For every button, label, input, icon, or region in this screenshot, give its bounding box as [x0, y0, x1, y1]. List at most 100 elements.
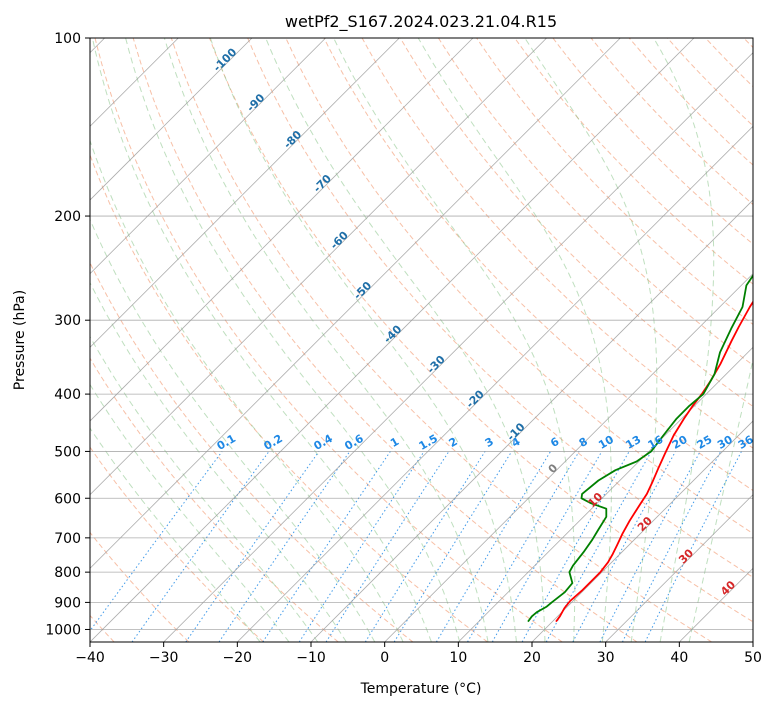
isotherm-line	[90, 38, 695, 642]
isotherm-line	[605, 494, 753, 642]
dry-adiabat-line	[743, 38, 753, 49]
isotherm-line	[90, 38, 621, 569]
y-tick-label: 800	[54, 565, 81, 581]
mixing-ratio-line	[435, 451, 552, 642]
mixing-ratio-line	[599, 451, 701, 642]
moist-adiabat-line	[209, 38, 517, 642]
moist-adiabat-line	[333, 38, 576, 642]
mixing-ratio-line	[572, 451, 676, 642]
x-tick-label: −20	[223, 650, 253, 666]
mixing-ratio-label: 25	[695, 433, 715, 452]
mixing-ratio-label: 6	[548, 435, 561, 450]
y-tick-label: 500	[54, 444, 81, 460]
moist-adiabat-line	[90, 218, 376, 642]
mixing-ratio-label: 0.2	[262, 432, 285, 453]
dry-adiabat-line	[208, 38, 753, 623]
mixing-ratio-line	[621, 451, 722, 642]
dry-adiabat-line	[247, 38, 753, 578]
y-tick-label: 400	[54, 387, 81, 403]
isotherm-line	[679, 567, 753, 642]
isotherm-label: -30	[425, 353, 448, 376]
moist-adiabat-line	[90, 281, 347, 642]
y-tick-label: 700	[54, 531, 81, 547]
dry-adiabat-line	[132, 38, 638, 642]
isotherm-label: -10	[504, 420, 527, 443]
axes: −40 −30 −20 −10 0 10 20 30 40 50 1000 900 800 700 600 5…	[45, 31, 762, 666]
x-tick-label: 0	[380, 650, 389, 666]
moist-adiabat-line	[90, 427, 261, 642]
y-tick-label: 600	[54, 491, 81, 507]
mixing-ratio-line	[262, 451, 391, 642]
mixing-ratio-line	[90, 451, 223, 632]
background-lines	[90, 38, 753, 642]
plot-frame	[89, 37, 754, 643]
dry-adiabat-line	[90, 153, 488, 642]
profile-lines	[527, 274, 753, 623]
isotherm-line	[90, 38, 400, 348]
moist-adiabat-line	[163, 38, 489, 642]
dry-adiabat-line	[90, 261, 414, 642]
moist-adiabat-line	[91, 38, 432, 642]
y-tick-label: 1000	[45, 622, 81, 638]
y-axis-title: Pressure (hPa)	[12, 290, 28, 390]
mixing-ratio-line	[185, 451, 320, 642]
isotherm-label: -20	[464, 387, 487, 410]
mixing-ratio-label: 0.4	[312, 432, 336, 453]
moist-adiabat-line	[417, 38, 612, 642]
isotherm-line	[752, 641, 753, 642]
dry-adiabat-line	[90, 446, 264, 642]
isotherm-line	[163, 52, 753, 642]
isotherm-line	[531, 420, 753, 642]
dry-adiabat-line	[590, 38, 753, 206]
isotherm-line	[90, 38, 474, 422]
dry-adiabat-line	[399, 38, 753, 408]
mixing-ratio-line	[644, 451, 742, 642]
isotherm-line	[458, 346, 753, 642]
temperature-line	[555, 300, 753, 623]
isotherm-label: -70	[311, 172, 334, 195]
dry-adiabat-line	[514, 38, 753, 285]
dewpoint-line	[527, 274, 753, 623]
isotherm-line	[237, 125, 753, 642]
y-tick-label: 200	[54, 209, 81, 225]
dry-adiabat-line	[94, 38, 563, 642]
isotherm-line	[310, 199, 753, 642]
mixing-ratio-label: 2	[447, 435, 460, 450]
chart-title: wetPf2_S167.2024.023.21.04.R15	[285, 12, 557, 32]
x-tick-label: 50	[744, 650, 762, 666]
moist-adiabat-line	[90, 139, 404, 642]
grid-lines	[90, 38, 753, 642]
x-tick-label: 30	[597, 650, 615, 666]
moist-adiabat-line	[90, 383, 290, 642]
dry-adiabat-line	[323, 38, 753, 492]
mixing-ratio-label: 0.1	[215, 432, 238, 453]
moist-adiabat-line	[265, 38, 546, 642]
mixing-ratio-label: 13	[624, 433, 644, 452]
dry-adiabat-line	[666, 38, 753, 127]
isotherm-label: 40	[718, 578, 738, 598]
isotherm-label: 20	[635, 514, 655, 534]
dry-adiabat-line	[476, 38, 753, 326]
isotherm-line	[90, 38, 253, 201]
isotherm-label: -40	[381, 322, 404, 345]
x-tick-label: 10	[449, 650, 467, 666]
mixing-ratio-label: 0.6	[342, 432, 366, 453]
moist-adiabat-line	[524, 38, 658, 642]
dry-adiabat-line	[90, 357, 339, 642]
isotherm-line	[90, 38, 326, 275]
dry-adiabat-line	[437, 38, 753, 366]
moist-adiabat-line	[653, 38, 715, 642]
dry-adiabat-line	[90, 531, 190, 642]
mixing-ratio-line	[393, 451, 513, 642]
mixing-ratio-line	[298, 451, 425, 642]
moist-adiabat-line	[125, 38, 461, 642]
y-tick-label: 100	[54, 31, 81, 47]
dry-adiabat-line	[361, 38, 753, 449]
isotherm-line	[384, 273, 753, 642]
mixing-ratio-label: 3	[483, 435, 496, 450]
x-tick-label: −30	[149, 650, 179, 666]
dry-adiabat-line	[628, 38, 753, 166]
isotherm-label: -80	[281, 128, 304, 151]
y-tick-label: 900	[54, 595, 81, 611]
